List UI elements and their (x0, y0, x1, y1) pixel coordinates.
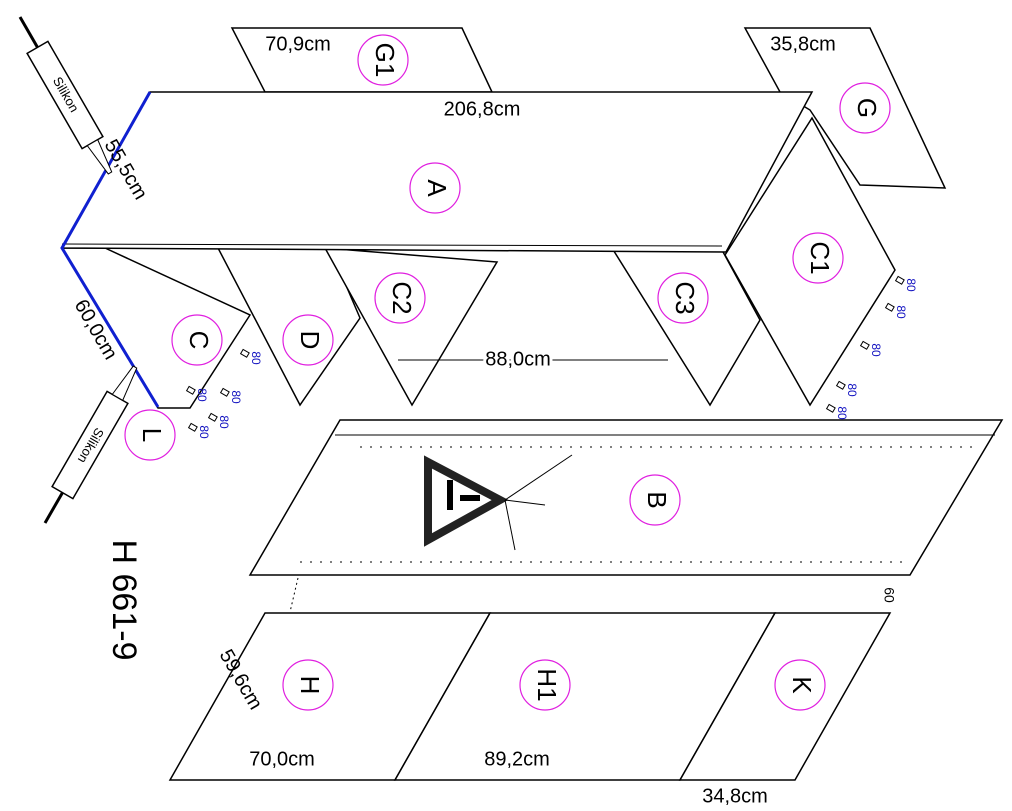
part-label: C (184, 331, 214, 350)
part-label: C3 (670, 281, 700, 314)
silicone-tube: Silikon (35, 361, 146, 529)
dimension: 70,9cm (265, 33, 331, 55)
panel-a (62, 92, 812, 252)
screw-label: 80 (249, 351, 263, 365)
screw (827, 404, 836, 412)
screw-label: 80 (197, 425, 211, 439)
edge-label: 60 (881, 587, 897, 603)
part-label: K (787, 676, 817, 694)
screw (189, 423, 198, 431)
part-label: G (852, 98, 882, 118)
dimension: 89,2cm (484, 748, 550, 770)
screw-label: 80 (904, 278, 918, 292)
dimension: 88,0cm (485, 348, 551, 370)
screw-label: 80 (217, 415, 231, 429)
dimension: 34,8cm (702, 785, 768, 807)
screw (241, 349, 250, 357)
dimension: 35,8cm (770, 33, 836, 55)
screw-label: 80 (845, 383, 859, 397)
warning-mark (447, 480, 453, 510)
part-label: H1 (532, 668, 562, 701)
screw-label: 80 (894, 305, 908, 319)
part-label: C1 (805, 241, 835, 274)
screw (209, 413, 218, 421)
screw-label: 80 (195, 388, 209, 402)
part-label: C2 (387, 281, 417, 314)
warning-mark (460, 495, 480, 501)
model-number: H 661-9 (105, 540, 143, 661)
screw (837, 381, 846, 389)
panel-b (250, 420, 1002, 575)
part-label: G1 (370, 43, 400, 78)
screw (886, 303, 895, 311)
part-label: H (295, 676, 325, 695)
screw-label: 80 (869, 343, 883, 357)
dimension: 70,0cm (249, 748, 315, 770)
part-label: A (422, 179, 452, 197)
assembly-diagram: Silikon Silikon 70,9cm 35,8cm 206,8cm 55… (0, 0, 1012, 811)
part-label: B (642, 491, 672, 508)
screw (861, 341, 870, 349)
guide (290, 578, 298, 612)
part-label: D (295, 331, 325, 350)
dimension: 206,8cm (444, 98, 521, 120)
screw (221, 388, 230, 396)
screw-label: 80 (229, 390, 243, 404)
screw-label: 80 (835, 406, 849, 420)
screw (896, 276, 905, 284)
part-label: L (137, 428, 167, 442)
